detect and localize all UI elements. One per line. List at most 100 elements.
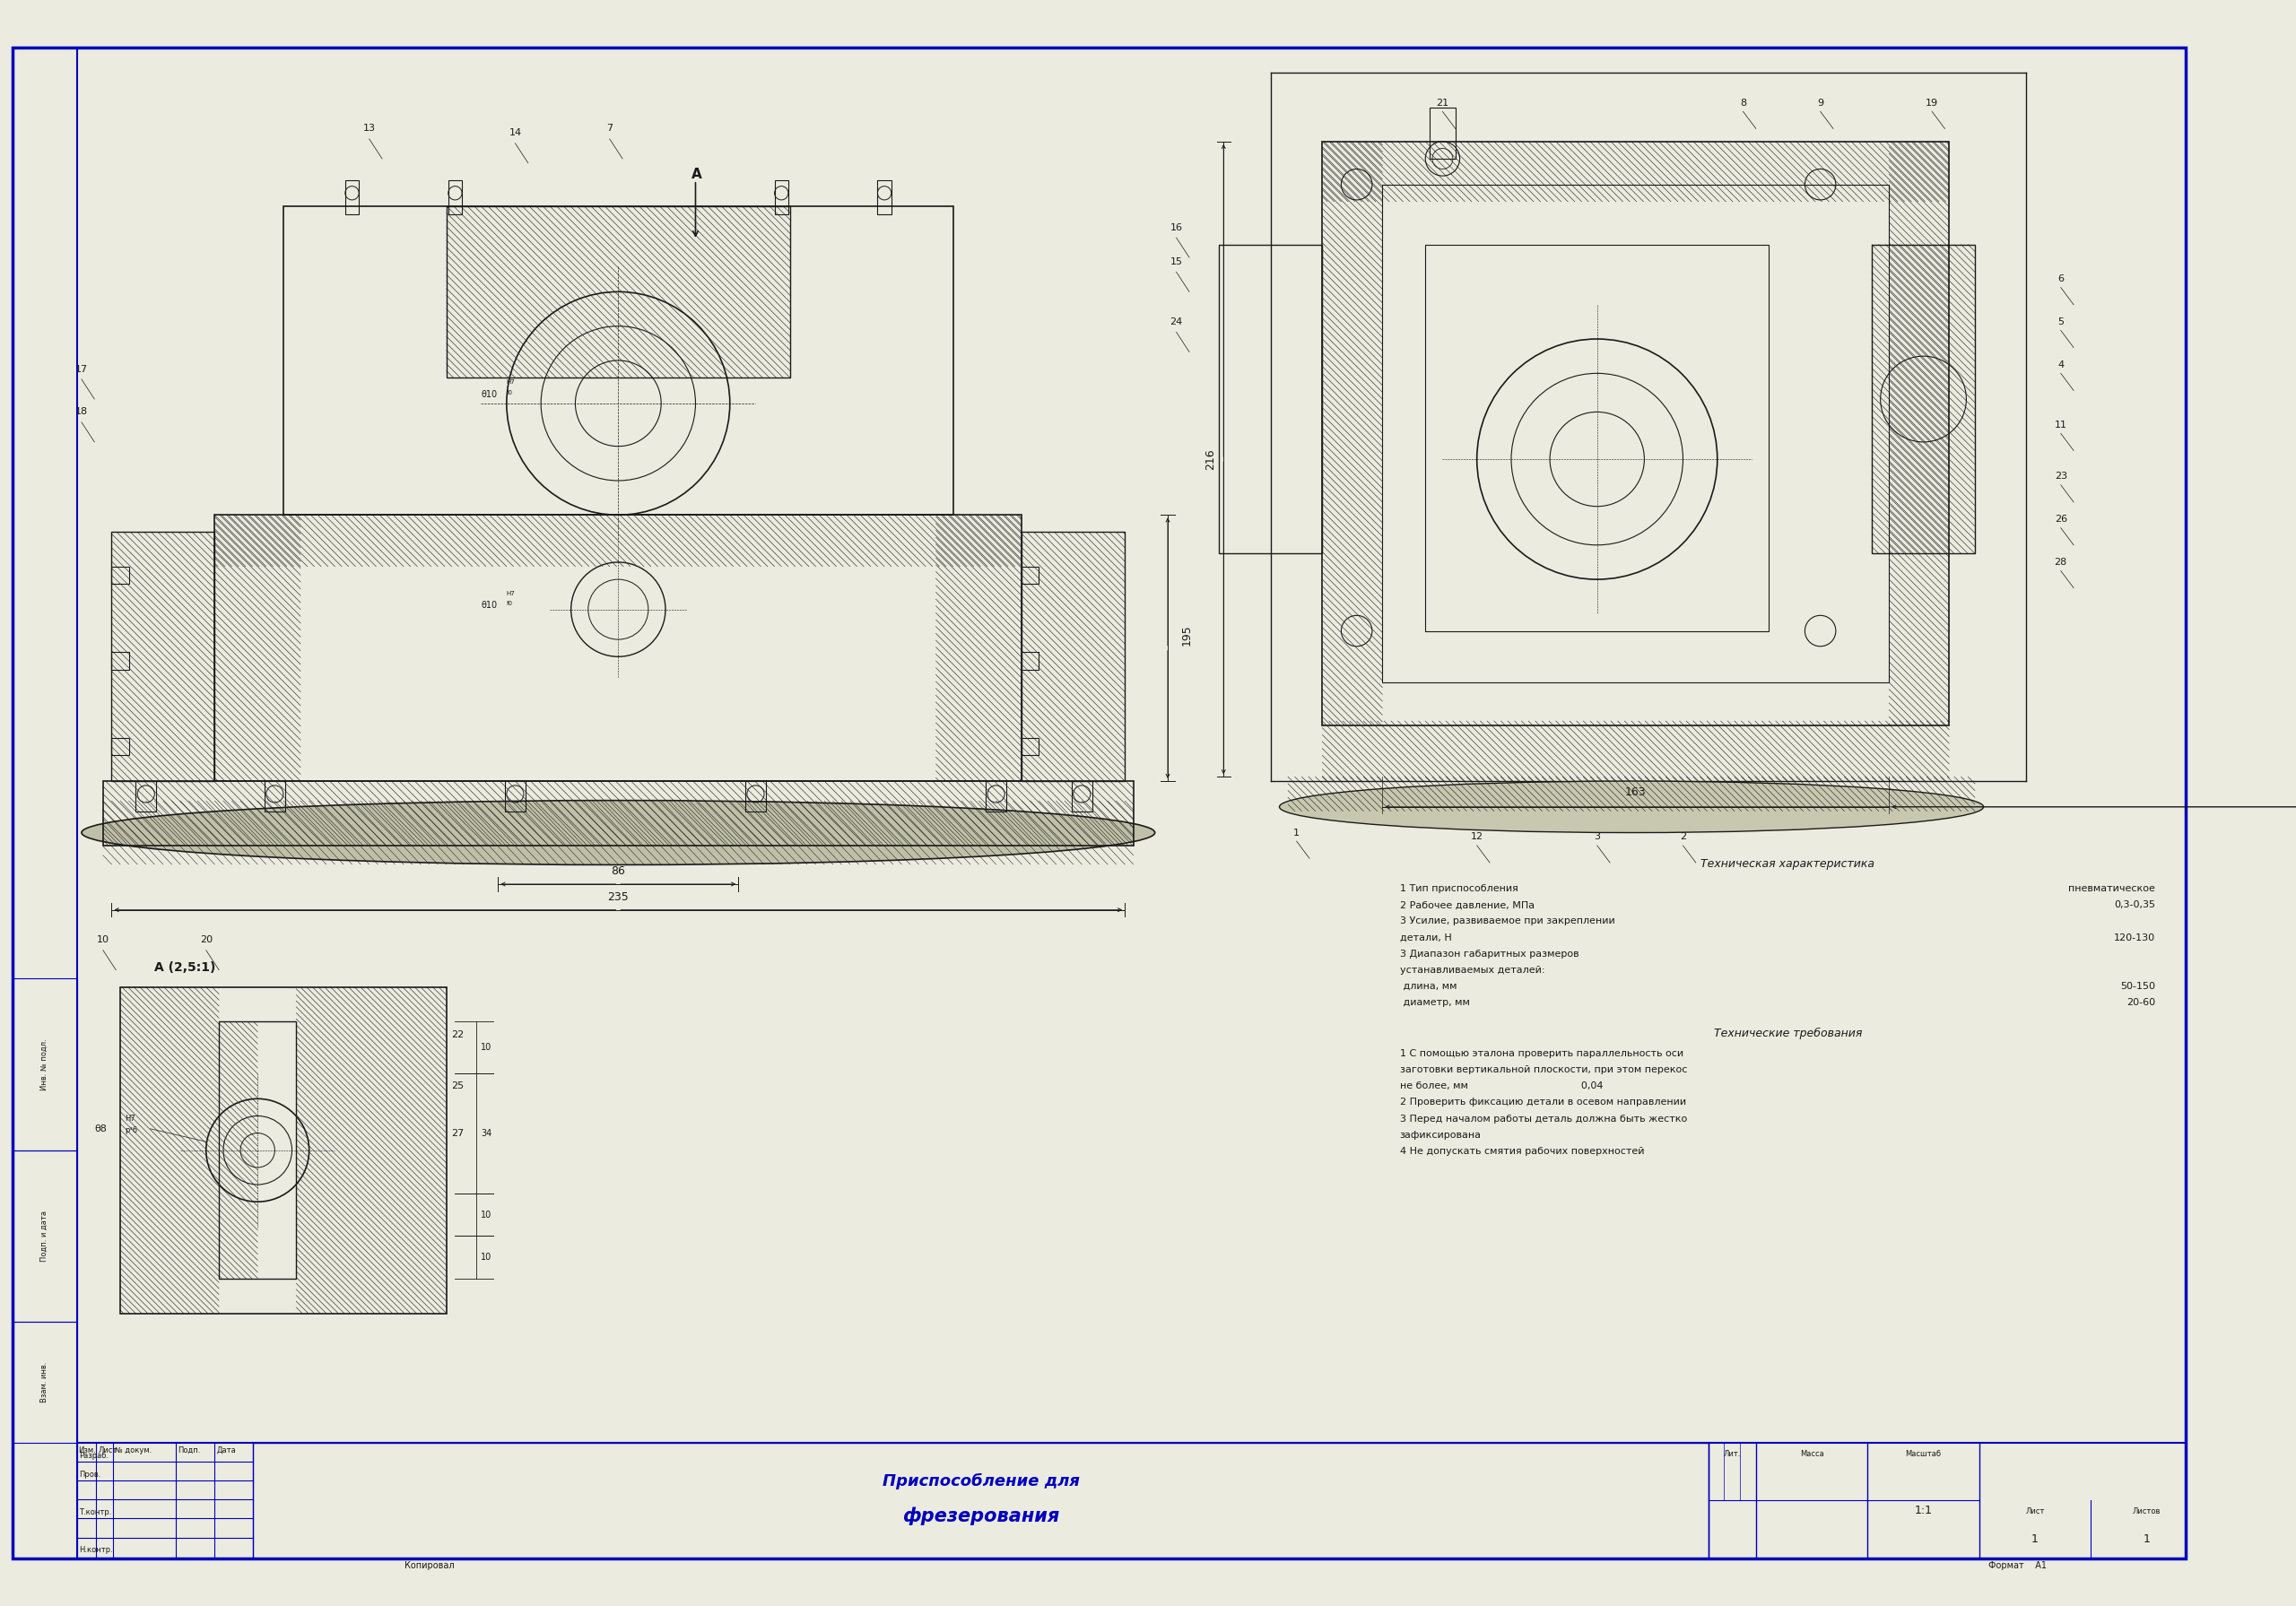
Text: Н.контр.: Н.контр. [78,1547,113,1555]
Text: диаметр, мм: диаметр, мм [1401,999,1469,1007]
Text: 19: 19 [1926,98,1938,108]
Text: Копировал: Копировал [404,1561,455,1571]
Text: длина, мм: длина, мм [1401,981,1456,991]
Bar [14,1322,78,1444]
Text: 1: 1 [2032,1534,2039,1545]
Text: Технические требования: Технические требования [1713,1028,1862,1039]
Bar [1022,739,1040,755]
Text: 17: 17 [76,365,87,374]
Text: 10: 10 [480,1211,491,1219]
Bar [344,180,358,215]
Text: Масса: Масса [1800,1450,1823,1458]
Text: 25: 25 [450,1081,464,1090]
Text: 5: 5 [2057,318,2064,326]
Ellipse shape [83,800,1155,864]
Bar [1072,781,1093,811]
Bar [214,516,1022,781]
Text: 10: 10 [96,935,110,944]
Text: 3: 3 [1593,832,1600,842]
Text: 4 Не допускать смятия рабочих поверхностей: 4 Не допускать смятия рабочих поверхност… [1401,1147,1644,1156]
Bar [505,781,526,811]
Text: Лит.: Лит. [1724,1450,1740,1458]
Text: 1: 1 [2142,1534,2149,1545]
Text: 2 Проверить фиксацию детали в осевом направлении: 2 Проверить фиксацию детали в осевом нап… [1401,1099,1685,1107]
Text: 1:1: 1:1 [1915,1505,1933,1516]
Text: 3 Диапазон габаритных размеров: 3 Диапазон габаритных размеров [1401,949,1580,959]
Text: Лист: Лист [2025,1508,2046,1516]
Text: Формат    A1: Формат A1 [1988,1561,2048,1571]
Text: 18: 18 [76,408,87,416]
Text: 1 Тип приспособления: 1 Тип приспособления [1401,885,1518,893]
Text: f0: f0 [507,601,512,605]
Bar [445,206,790,377]
Text: 1: 1 [1293,829,1300,837]
Bar [113,532,214,781]
Bar [119,988,445,1314]
Text: 3 Усилие, развиваемое при закреплении: 3 Усилие, развиваемое при закреплении [1401,917,1614,925]
Text: 7: 7 [606,124,613,133]
Text: Лист: Лист [99,1447,117,1455]
Bar [135,781,156,811]
Text: θ10: θ10 [480,601,498,610]
Bar [877,180,891,215]
Text: 16: 16 [1171,223,1182,231]
Text: 34: 34 [480,1129,491,1137]
Bar [1022,567,1040,583]
Text: 2 Рабочее давление, МПа: 2 Рабочее давление, МПа [1401,901,1534,909]
Text: 4: 4 [2057,360,2064,369]
Text: 13: 13 [363,124,377,133]
Bar [746,781,767,811]
Bar [14,978,78,1150]
Ellipse shape [1279,781,1984,832]
Text: Т.контр.: Т.контр. [78,1508,113,1516]
Text: 28: 28 [2055,557,2066,567]
Text: 15: 15 [1171,257,1182,267]
Text: Разраб.: Разраб. [78,1452,108,1460]
Text: не более, мм                                    0,04: не более, мм 0,04 [1401,1081,1603,1090]
Bar [985,781,1006,811]
Text: 10: 10 [480,1042,491,1052]
Bar [264,781,285,811]
Text: Подп. и дата: Подп. и дата [41,1211,48,1262]
Text: Инв. № подл.: Инв. № подл. [41,1039,48,1090]
Bar [113,652,129,670]
Bar [14,1150,78,1322]
Text: 86: 86 [611,866,625,877]
Text: 3 Перед началом работы деталь должна быть жестко: 3 Перед началом работы деталь должна быт… [1401,1115,1688,1123]
Text: θ8: θ8 [94,1124,108,1134]
Text: 120-130: 120-130 [2115,933,2156,943]
Bar [1219,244,1322,554]
Text: 8: 8 [1740,98,1747,108]
Text: детали, Н: детали, Н [1401,933,1451,943]
Text: 23: 23 [2055,472,2066,480]
Bar [113,739,129,755]
Text: пневматическое: пневматическое [2069,885,2156,893]
Text: 14: 14 [510,128,521,138]
Text: 6: 6 [2057,275,2064,283]
Text: 0,3-0,35: 0,3-0,35 [2115,901,2156,909]
Text: Взам. инв.: Взам. инв. [41,1362,48,1402]
Bar [774,180,788,215]
Text: 20-60: 20-60 [2126,999,2156,1007]
Text: Приспособление для: Приспособление для [882,1473,1079,1490]
Bar [218,1021,296,1278]
Bar [1022,652,1040,670]
Text: 21: 21 [1437,98,1449,108]
Text: 11: 11 [2055,421,2066,429]
Text: 12: 12 [1469,832,1483,842]
Text: f0: f0 [507,390,512,395]
Text: Техническая характеристика: Техническая характеристика [1701,858,1876,870]
Bar [1426,244,1768,631]
Text: θ10: θ10 [480,390,498,400]
Text: 9: 9 [1816,98,1823,108]
Text: A: A [691,167,703,181]
Text: № докум.: № докум. [115,1447,152,1455]
Text: H7: H7 [507,379,514,385]
Text: 26: 26 [2055,516,2066,524]
Text: фрезерования: фрезерования [902,1506,1058,1526]
Text: 22: 22 [450,1029,464,1039]
Text: Листов: Листов [2133,1508,2161,1516]
Bar [253,1444,1708,1559]
Text: зафиксирована: зафиксирована [1401,1131,1481,1140]
Text: 50-150: 50-150 [2119,981,2156,991]
